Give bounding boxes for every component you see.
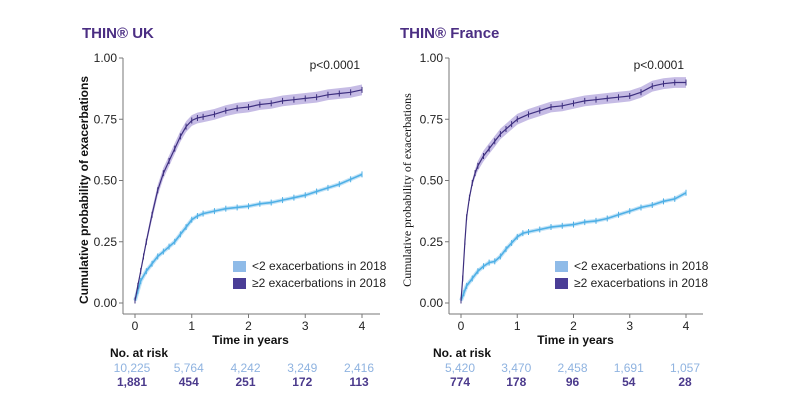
x-tick-label: 1 [514, 319, 521, 333]
france-chart-title: THIN® France [400, 25, 500, 42]
at-risk-high-value: 1,881 [117, 375, 147, 389]
at-risk-low-value: 3,470 [501, 361, 531, 375]
x-tick-label: 2 [245, 319, 252, 333]
at-risk-high-value: 96 [566, 375, 580, 389]
x-tick-label: 0 [132, 319, 139, 333]
at-risk-high-value: 113 [349, 375, 369, 389]
at-risk-low-value: 1,057 [670, 361, 700, 375]
at-risk-low-value: 5,420 [445, 361, 475, 375]
legend-label-low: <2 exacerbations in 2018 [574, 259, 709, 273]
at-risk-high-value: 178 [506, 375, 526, 389]
x-axis-title: Time in years [537, 333, 614, 347]
legend-swatch-high [555, 278, 568, 289]
x-tick-label: 3 [626, 319, 633, 333]
low-exacerbation-curve [134, 173, 363, 301]
legend-swatch-low [555, 261, 568, 272]
at-risk-low-value: 5,764 [174, 361, 204, 375]
x-tick-label: 0 [458, 319, 465, 333]
y-tick-label: 0.25 [420, 235, 444, 249]
at-risk-low-value: 4,242 [230, 361, 260, 375]
legend-swatch-high [233, 278, 246, 289]
y-axis-title: Cumulative probability of exacerbations [77, 76, 91, 304]
x-tick-label: 4 [683, 319, 690, 333]
x-tick-label: 1 [188, 319, 195, 333]
p-value-annotation: p<0.0001 [310, 58, 361, 72]
at-risk-low-value: 2,458 [557, 361, 587, 375]
at-risk-heading: No. at risk [433, 346, 491, 360]
y-tick-label: 0.50 [420, 174, 444, 188]
legend-label-high: ≥2 exacerbations in 2018 [252, 276, 386, 290]
at-risk-low-value: 2,416 [344, 361, 374, 375]
low-exacerbation-curve [460, 192, 687, 301]
uk-chart: 0.00 0.25 0.50 0.75 1.00 0 1 2 3 4 Time in years Cu… [77, 51, 387, 389]
y-tick-label: 1.00 [94, 51, 118, 65]
y-axis-title: Cumulative probability of exacerbations [400, 93, 414, 287]
uk-chart-title: THIN® UK [82, 25, 154, 42]
y-tick-label: 0.00 [94, 296, 118, 310]
y-tick-label: 0.00 [420, 296, 444, 310]
y-tick-label: 1.00 [420, 51, 444, 65]
x-tick-label: 3 [302, 319, 309, 333]
at-risk-low-value: 10,225 [114, 361, 151, 375]
x-tick-label: 4 [359, 319, 366, 333]
y-tick-label: 0.25 [94, 235, 118, 249]
france-chart: 0.00 0.25 0.50 0.75 1.00 0 1 2 3 4 Time in years Cu… [400, 51, 709, 389]
at-risk-high-value: 251 [235, 375, 255, 389]
at-risk-high-value: 172 [292, 375, 312, 389]
x-tick-label: 2 [570, 319, 577, 333]
at-risk-low-value: 3,249 [287, 361, 317, 375]
at-risk-high-value: 454 [179, 375, 199, 389]
at-risk-high-value: 774 [450, 375, 470, 389]
at-risk-heading: No. at risk [110, 346, 168, 360]
legend-label-low: <2 exacerbations in 2018 [252, 259, 387, 273]
at-risk-high-value: 54 [622, 375, 636, 389]
p-value-annotation: p<0.0001 [634, 58, 685, 72]
x-axis-title: Time in years [212, 333, 289, 347]
y-tick-label: 0.50 [94, 174, 118, 188]
y-tick-label: 0.75 [94, 112, 118, 126]
at-risk-low-value: 1,691 [614, 361, 644, 375]
legend-label-high: ≥2 exacerbations in 2018 [574, 276, 708, 290]
legend-swatch-low [233, 261, 246, 272]
y-tick-label: 0.75 [420, 112, 444, 126]
at-risk-high-value: 28 [678, 375, 692, 389]
